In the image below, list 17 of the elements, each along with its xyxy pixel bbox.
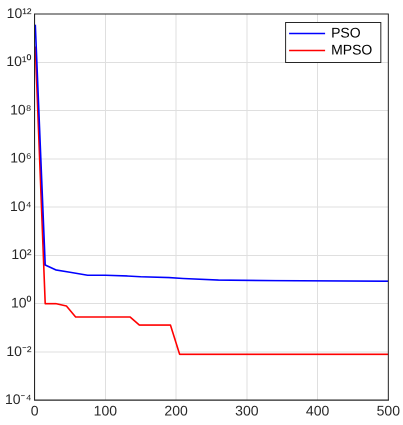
- y-tick-label: 10⁶: [10, 150, 32, 166]
- legend-label: PSO: [331, 24, 361, 40]
- y-tick-label: 10⁻²: [6, 342, 32, 359]
- x-tick-label: 500: [376, 402, 400, 418]
- y-tick-label: 10⁴: [10, 198, 32, 214]
- y-tick-label: 10¹⁰: [6, 53, 32, 70]
- y-tick-label: 10¹²: [6, 4, 32, 21]
- x-tick-label: 100: [94, 402, 118, 418]
- x-tick-label: 300: [235, 402, 259, 418]
- y-tick-label: 10⁸: [10, 101, 32, 118]
- y-tick-label: 10⁰: [11, 294, 32, 311]
- y-tick-label: 10⁻⁴: [4, 391, 32, 408]
- y-tick-label: 10²: [11, 246, 32, 262]
- x-tick-label: 0: [30, 402, 39, 418]
- x-tick-label: 200: [164, 402, 188, 418]
- x-tick-label: 400: [306, 402, 330, 418]
- legend-label: MPSO: [331, 41, 372, 58]
